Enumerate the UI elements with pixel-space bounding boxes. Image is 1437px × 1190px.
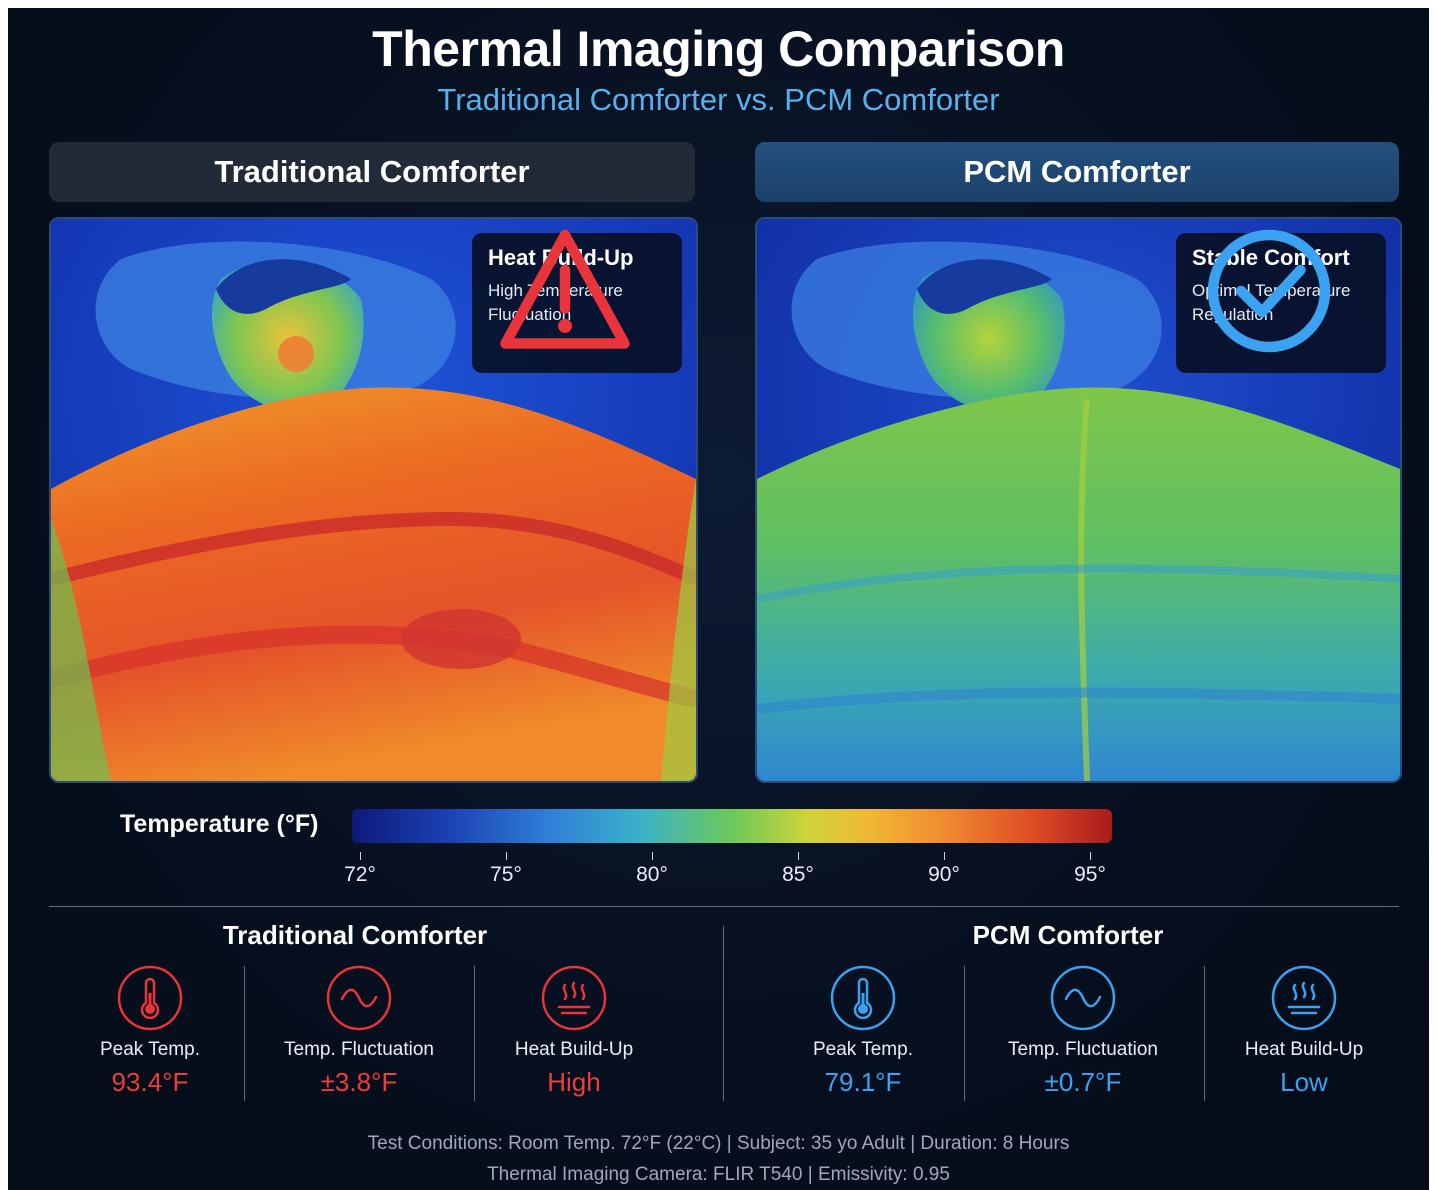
legend-tick-label: 90° <box>928 863 960 886</box>
metric-peak-temp-pcm: Peak Temp. 79.1°F <box>753 965 973 1098</box>
footer-test-conditions: Test Conditions: Room Temp. 72°F (22°C) … <box>367 1133 1070 1154</box>
metric-label: Temp. Fluctuation <box>284 1039 434 1060</box>
section-divider <box>49 906 1399 907</box>
stats-title-traditional: Traditional Comforter <box>222 920 488 950</box>
footer-camera-info: Thermal Imaging Camera: FLIR T540 | Emis… <box>487 1164 950 1185</box>
column-divider <box>723 926 724 1101</box>
legend-tick <box>798 852 799 860</box>
metric-label: Heat Build-Up <box>1244 1039 1364 1060</box>
heat-icon <box>541 965 607 1031</box>
wave-icon <box>1050 965 1116 1031</box>
legend-tick-label: 80° <box>636 863 668 886</box>
legend-tick <box>506 852 507 860</box>
metric-value: ±0.7°F <box>1044 1067 1122 1097</box>
legend-tick <box>652 852 653 860</box>
badge-traditional: Heat Build-Up High Temperature Fluctuati… <box>472 229 682 373</box>
legend-tick-label: 75° <box>490 863 522 886</box>
legend-tick <box>944 852 945 860</box>
metric-value: Low <box>1280 1067 1328 1097</box>
metric-value: 93.4°F <box>111 1067 189 1097</box>
checkmark-circle-icon <box>1207 229 1331 353</box>
panel-header-traditional: Traditional Comforter <box>49 142 695 202</box>
metric-value: 79.1°F <box>824 1067 902 1097</box>
stats-title-pcm: PCM Comforter <box>972 920 1164 950</box>
legend-tick-label: 72° <box>344 863 376 886</box>
temperature-color-scale <box>352 809 1112 843</box>
metric-peak-temp-traditional: Peak Temp. 93.4°F <box>40 965 260 1098</box>
page-subtitle: Traditional Comforter vs. PCM Comforter <box>437 82 1000 117</box>
badge-pcm: Stable Comfort Optimal Temperature Regul… <box>1176 229 1386 373</box>
legend-tick <box>360 852 361 860</box>
wave-icon <box>326 965 392 1031</box>
thermal-image-traditional: Heat Build-Up High Temperature Fluctuati… <box>49 217 698 783</box>
metric-fluctuation-pcm: Temp. Fluctuation ±0.7°F <box>973 965 1193 1098</box>
warning-triangle-icon <box>500 229 630 349</box>
metric-label: Heat Build-Up <box>514 1039 634 1060</box>
legend-tick <box>1090 852 1091 860</box>
legend-tick-label: 85° <box>782 863 814 886</box>
metric-fluctuation-traditional: Temp. Fluctuation ±3.8°F <box>249 965 469 1098</box>
metric-value: ±3.8°F <box>320 1067 398 1097</box>
metric-label: Peak Temp. <box>100 1039 200 1060</box>
thermometer-icon <box>830 965 896 1031</box>
infographic: Thermal Imaging Comparison Traditional C… <box>8 8 1429 1190</box>
page-title: Thermal Imaging Comparison <box>372 21 1065 77</box>
thermal-image-pcm: Stable Comfort Optimal Temperature Regul… <box>755 217 1402 783</box>
metric-heat-buildup-traditional: Heat Build-Up High <box>464 965 684 1098</box>
metric-divider <box>474 966 475 1101</box>
legend-tick-label: 95° <box>1074 863 1106 886</box>
heat-icon <box>1271 965 1337 1031</box>
metric-heat-buildup-pcm: Heat Build-Up Low <box>1194 965 1414 1098</box>
metric-divider <box>244 966 245 1101</box>
metric-value: High <box>547 1067 601 1097</box>
legend-label: Temperature (°F) <box>120 810 319 838</box>
metric-label: Temp. Fluctuation <box>1008 1039 1158 1060</box>
metric-divider <box>964 966 965 1101</box>
metric-divider <box>1204 966 1205 1101</box>
metric-label: Peak Temp. <box>813 1039 913 1060</box>
panel-header-pcm: PCM Comforter <box>755 142 1399 202</box>
thermometer-icon <box>117 965 183 1031</box>
